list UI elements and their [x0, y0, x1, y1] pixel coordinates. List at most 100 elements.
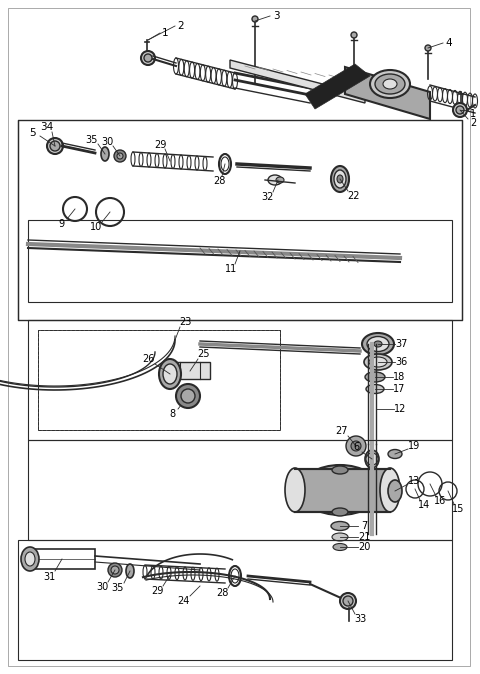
Ellipse shape: [369, 357, 387, 367]
Circle shape: [181, 389, 195, 403]
Circle shape: [114, 150, 126, 162]
Circle shape: [343, 596, 353, 606]
Circle shape: [351, 441, 361, 451]
Ellipse shape: [276, 177, 284, 183]
Text: 28: 28: [216, 588, 228, 598]
Text: 35: 35: [112, 583, 124, 593]
Text: 10: 10: [90, 222, 102, 232]
Text: 22: 22: [348, 191, 360, 201]
Text: 34: 34: [40, 122, 54, 132]
Ellipse shape: [332, 533, 348, 541]
Circle shape: [456, 106, 464, 114]
Ellipse shape: [351, 32, 357, 38]
Polygon shape: [295, 469, 390, 512]
Ellipse shape: [101, 147, 109, 161]
Text: 25: 25: [197, 349, 209, 359]
Ellipse shape: [337, 175, 343, 183]
Ellipse shape: [370, 70, 410, 98]
Circle shape: [346, 436, 366, 456]
Text: 19: 19: [408, 441, 420, 451]
Ellipse shape: [333, 543, 347, 551]
Text: 11: 11: [225, 264, 237, 274]
Ellipse shape: [300, 465, 380, 515]
Text: 36: 36: [395, 357, 407, 367]
Ellipse shape: [285, 468, 305, 512]
Ellipse shape: [332, 508, 348, 516]
Text: 18: 18: [393, 372, 405, 382]
Circle shape: [144, 54, 152, 62]
Polygon shape: [345, 67, 430, 119]
Text: 14: 14: [418, 500, 430, 510]
Text: 26: 26: [142, 354, 154, 364]
Circle shape: [366, 453, 378, 465]
Ellipse shape: [126, 564, 134, 578]
Text: 1: 1: [162, 28, 168, 38]
Text: 8: 8: [169, 409, 175, 419]
Ellipse shape: [163, 364, 177, 384]
Polygon shape: [305, 64, 370, 109]
Ellipse shape: [374, 341, 382, 347]
Circle shape: [50, 141, 60, 151]
Bar: [38, 330, 280, 430]
Text: 2: 2: [470, 118, 476, 128]
Text: 6: 6: [353, 442, 359, 452]
Text: 24: 24: [177, 596, 189, 606]
Text: 30: 30: [101, 137, 113, 147]
Ellipse shape: [380, 468, 400, 512]
Text: 7: 7: [361, 521, 367, 531]
Text: 21: 21: [358, 532, 370, 542]
Ellipse shape: [331, 522, 349, 530]
Ellipse shape: [388, 480, 402, 502]
Ellipse shape: [365, 372, 385, 382]
Text: 29: 29: [151, 586, 163, 596]
Ellipse shape: [334, 170, 346, 188]
Ellipse shape: [332, 466, 348, 474]
Ellipse shape: [365, 450, 379, 468]
Text: 3: 3: [273, 11, 279, 21]
Ellipse shape: [252, 16, 258, 22]
Ellipse shape: [366, 384, 384, 394]
Ellipse shape: [305, 469, 375, 511]
Text: 23: 23: [179, 317, 191, 327]
Text: 13: 13: [408, 476, 420, 486]
Text: 32: 32: [262, 192, 274, 202]
Text: 37: 37: [395, 339, 407, 349]
Text: 16: 16: [434, 496, 446, 506]
Text: 33: 33: [354, 614, 366, 624]
Ellipse shape: [362, 333, 394, 355]
Circle shape: [47, 138, 63, 154]
Ellipse shape: [331, 166, 349, 192]
Circle shape: [176, 384, 200, 408]
Circle shape: [108, 563, 122, 577]
Ellipse shape: [21, 547, 39, 571]
Text: 35: 35: [86, 135, 98, 145]
Text: 29: 29: [154, 140, 166, 150]
Circle shape: [117, 153, 123, 159]
Text: 17: 17: [393, 384, 405, 394]
Ellipse shape: [388, 450, 402, 458]
Text: 4: 4: [446, 38, 452, 48]
Ellipse shape: [25, 552, 35, 566]
Ellipse shape: [325, 480, 355, 500]
Ellipse shape: [375, 74, 405, 94]
Text: 15: 15: [452, 504, 464, 514]
Circle shape: [340, 593, 356, 609]
Ellipse shape: [383, 79, 397, 89]
Polygon shape: [170, 362, 210, 379]
Ellipse shape: [159, 359, 181, 389]
Text: 20: 20: [358, 542, 370, 552]
Text: 5: 5: [30, 128, 36, 138]
Text: 1: 1: [470, 109, 476, 119]
Polygon shape: [230, 60, 365, 103]
Ellipse shape: [364, 354, 392, 370]
Text: 27: 27: [336, 426, 348, 436]
Circle shape: [141, 51, 155, 65]
Text: 9: 9: [58, 219, 64, 229]
Text: 12: 12: [394, 404, 406, 414]
Circle shape: [453, 103, 467, 117]
Ellipse shape: [268, 175, 282, 185]
Text: 31: 31: [43, 572, 55, 582]
Ellipse shape: [367, 336, 389, 352]
Ellipse shape: [425, 45, 431, 51]
Text: 28: 28: [213, 176, 225, 186]
